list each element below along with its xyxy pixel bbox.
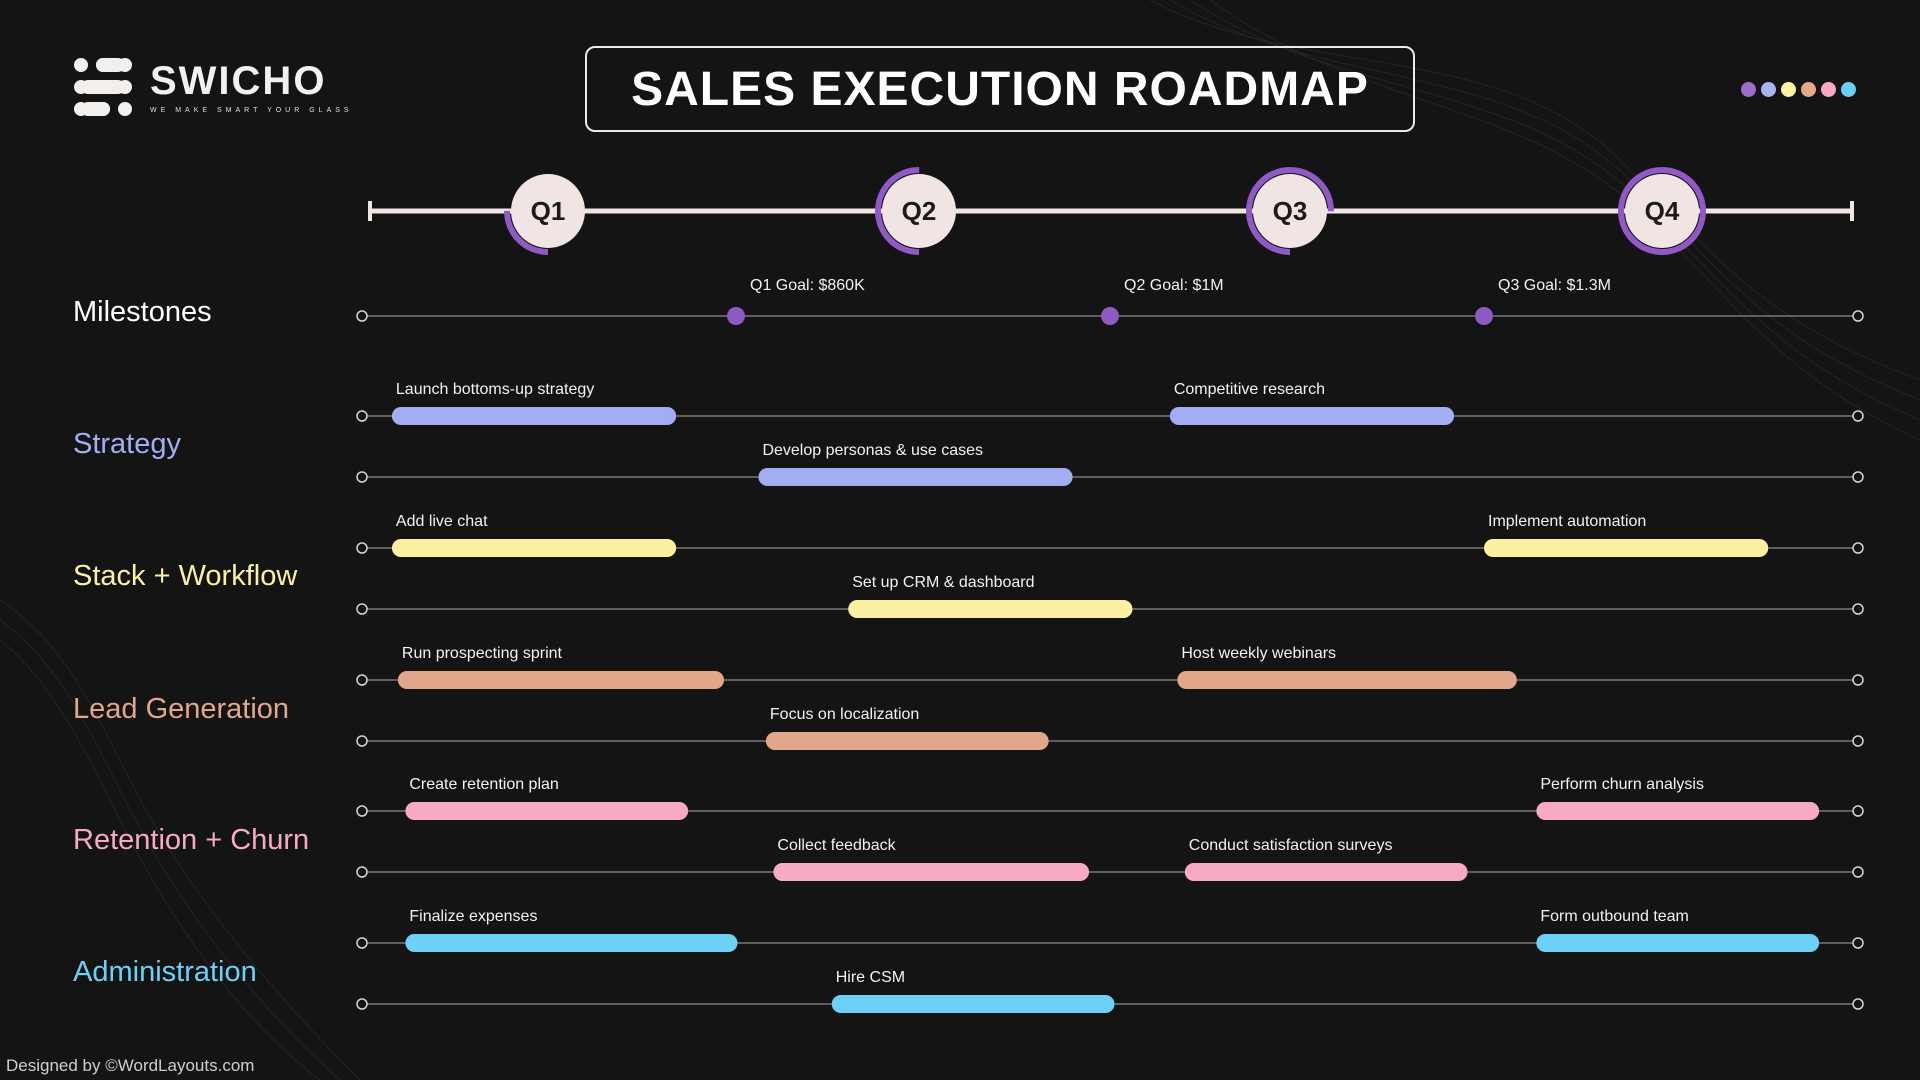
milestones-label: Milestones	[73, 296, 212, 328]
task-label: Implement automation	[1488, 513, 1646, 530]
quarter-marker	[511, 174, 585, 248]
track-start-node	[356, 998, 368, 1010]
task-label: Develop personas & use cases	[762, 442, 983, 459]
category-label: Retention + Churn	[73, 824, 310, 856]
palette-dot	[1801, 82, 1816, 97]
track-start-node	[356, 310, 368, 322]
track-start-node	[356, 410, 368, 422]
track-end-node	[1852, 805, 1864, 817]
task-bar	[391, 539, 677, 557]
track-end-node	[1852, 310, 1864, 322]
task-label: Collect feedback	[777, 837, 896, 854]
palette-dot	[1781, 82, 1796, 97]
quarter-progress-ring	[875, 167, 963, 255]
milestone-label: Q3 Goal: $1.3M	[1498, 277, 1611, 294]
task-label: Host weekly webinars	[1181, 645, 1336, 662]
track-end-node	[1852, 603, 1864, 615]
milestone-label: Q2 Goal: $1M	[1124, 277, 1224, 294]
track-end-node	[1852, 998, 1864, 1010]
track-end-node	[1852, 674, 1864, 686]
category-label: Lead Generation	[73, 693, 290, 725]
quarter-marker	[1625, 174, 1699, 248]
milestone-dot	[1101, 307, 1119, 325]
task-label: Form outbound team	[1540, 908, 1689, 925]
milestone-dot	[727, 307, 745, 325]
task-label: Conduct satisfaction surveys	[1189, 837, 1393, 854]
track-start-node	[356, 471, 368, 483]
brand-logo[interactable]: SWICHO WE MAKE SMART YOUR GLASS	[72, 56, 353, 118]
task-bar	[831, 995, 1115, 1013]
track-start-node	[356, 542, 368, 554]
milestone-label: Q1 Goal: $860K	[750, 277, 865, 294]
track-end-node	[1852, 937, 1864, 949]
task-bar	[405, 802, 689, 820]
quarter-progress-ring	[504, 167, 592, 255]
task-bar	[1177, 671, 1517, 689]
track-end-node	[1852, 471, 1864, 483]
palette-dot	[1761, 82, 1776, 97]
logo-icon	[74, 58, 132, 116]
task-label: Run prospecting sprint	[402, 645, 563, 662]
quarter-label: Q4	[1645, 196, 1680, 226]
quarter-progress-ring	[1246, 167, 1334, 255]
palette-dot	[1741, 82, 1756, 97]
palette-dot	[1841, 82, 1856, 97]
task-label: Launch bottoms-up strategy	[396, 381, 594, 398]
category-label: Stack + Workflow	[73, 560, 298, 592]
task-bar	[1536, 934, 1820, 952]
task-bar	[1536, 802, 1820, 820]
task-label: Perform churn analysis	[1540, 776, 1704, 793]
track-start-node	[356, 735, 368, 747]
quarter-progress-ring	[1618, 167, 1706, 255]
task-bar	[765, 732, 1049, 750]
milestone-dot	[1475, 307, 1493, 325]
task-label: Add live chat	[396, 513, 488, 530]
category-label: Strategy	[73, 428, 181, 460]
brand-name: SWICHO	[150, 58, 327, 103]
task-label: Finalize expenses	[409, 908, 537, 925]
brand-tagline: WE MAKE SMART YOUR GLASS	[150, 106, 353, 114]
task-label: Set up CRM & dashboard	[852, 574, 1034, 591]
task-bar	[405, 934, 738, 952]
footer-credit: Designed by ©WordLayouts.com	[6, 1056, 255, 1075]
task-bar	[758, 468, 1073, 486]
palette-dots	[1741, 82, 1856, 97]
task-bar	[397, 671, 725, 689]
page-title: SALES EXECUTION ROADMAP	[631, 62, 1369, 116]
quarter-marker	[882, 174, 956, 248]
task-label: Focus on localization	[770, 706, 919, 723]
task-bar	[1169, 407, 1455, 425]
track-end-node	[1852, 866, 1864, 878]
track-start-node	[356, 805, 368, 817]
task-label: Competitive research	[1174, 381, 1325, 398]
track-end-node	[1852, 542, 1864, 554]
task-label: Hire CSM	[836, 969, 905, 986]
task-bar	[1184, 863, 1468, 881]
track-start-node	[356, 866, 368, 878]
track-start-node	[356, 937, 368, 949]
task-label: Create retention plan	[409, 776, 558, 793]
track-start-node	[356, 603, 368, 615]
title-box: SALES EXECUTION ROADMAP	[585, 46, 1415, 132]
track-end-node	[1852, 410, 1864, 422]
task-bar	[1484, 539, 1769, 557]
track-end-node	[1852, 735, 1864, 747]
task-bar	[391, 407, 677, 425]
palette-dot	[1821, 82, 1836, 97]
quarter-marker	[1253, 174, 1327, 248]
category-label: Administration	[73, 956, 257, 988]
quarter-label: Q1	[531, 196, 566, 226]
task-bar	[773, 863, 1090, 881]
quarter-label: Q2	[902, 196, 937, 226]
task-bar	[848, 600, 1133, 618]
track-start-node	[356, 674, 368, 686]
quarter-label: Q3	[1273, 196, 1308, 226]
